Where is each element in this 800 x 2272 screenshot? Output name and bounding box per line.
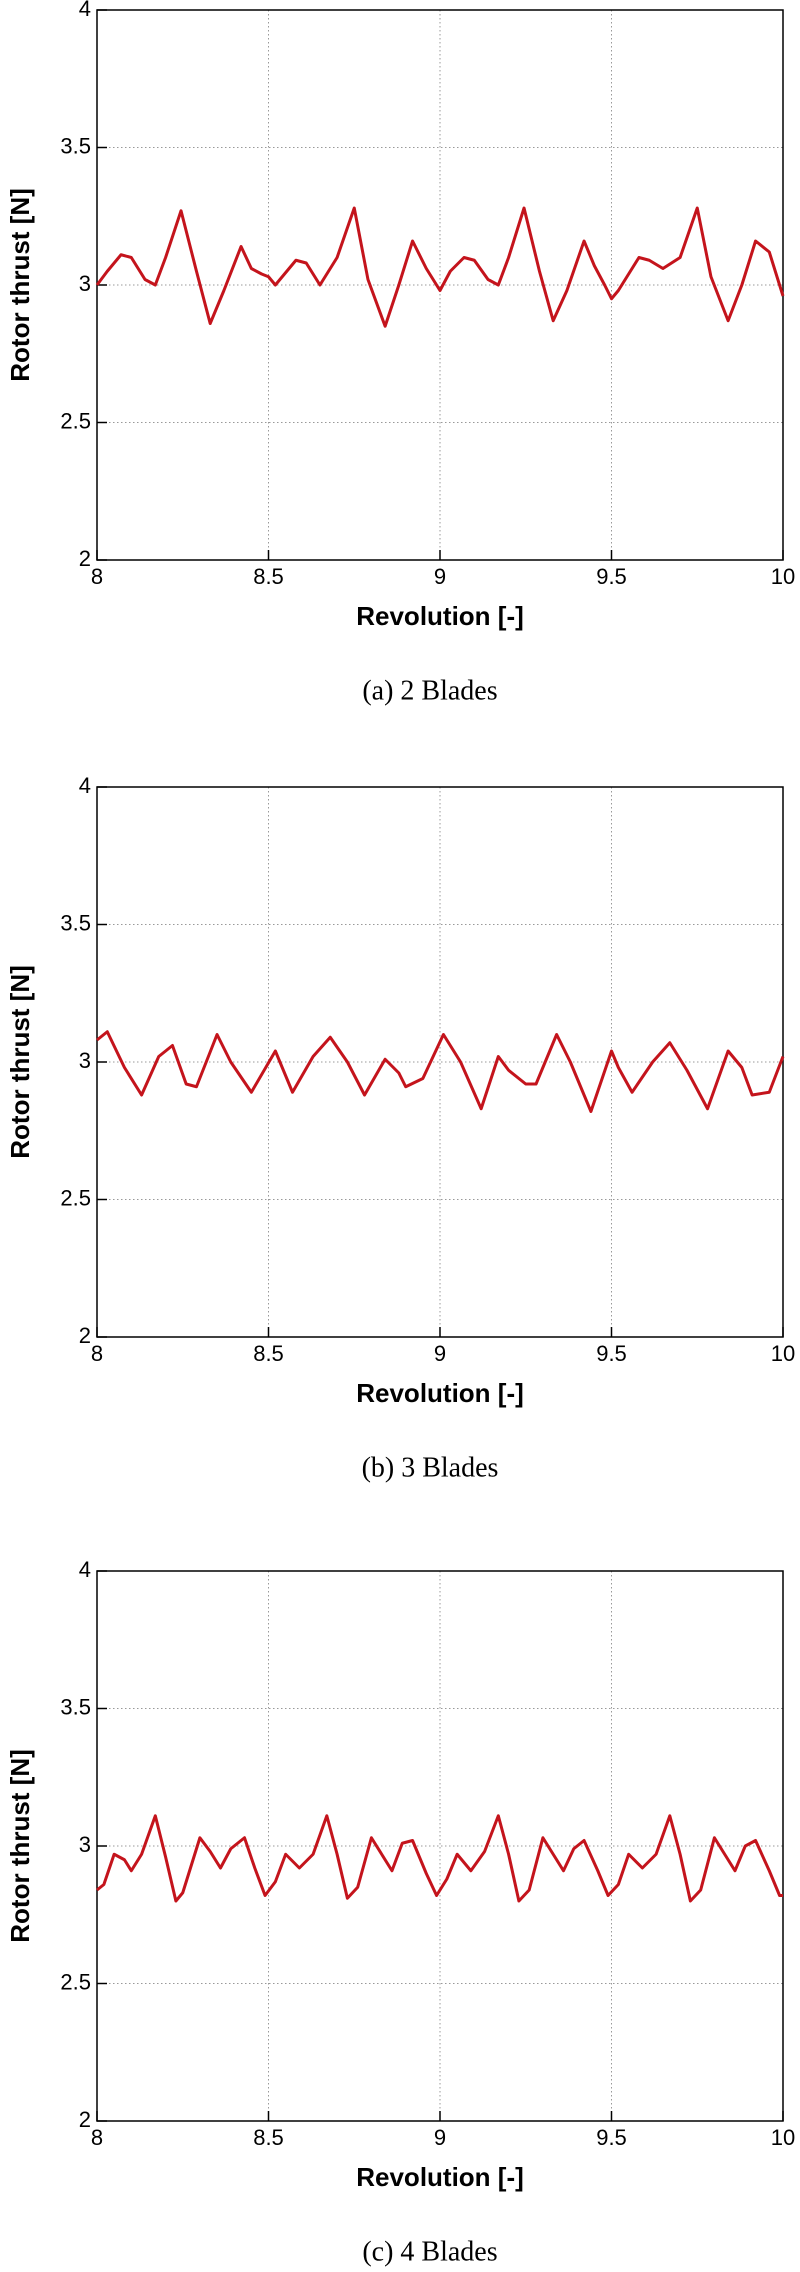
thrust-line xyxy=(95,206,785,328)
x-axis-label: Revolution [-] xyxy=(356,1378,524,1408)
x-tick-label: 9 xyxy=(434,564,446,589)
x-axis-label: Revolution [-] xyxy=(356,601,524,631)
y-axis-label: Rotor thrust [N] xyxy=(5,965,35,1159)
x-tick-label: 8.5 xyxy=(253,564,284,589)
y-tick-label: 2 xyxy=(79,2107,91,2132)
x-tick-label: 9 xyxy=(434,1341,446,1366)
thrust-line xyxy=(96,1030,785,1113)
y-tick-label: 3.5 xyxy=(60,1694,91,1719)
y-tick-label: 4 xyxy=(79,0,91,21)
x-axis-label: Revolution [-] xyxy=(356,2162,524,2192)
y-tick-label: 2 xyxy=(79,546,91,571)
y-tick-label: 2.5 xyxy=(60,1969,91,1994)
x-tick-label: 9 xyxy=(434,2125,446,2150)
caption: (b) 3 Blades xyxy=(362,1452,499,1483)
y-tick-label: 4 xyxy=(79,1557,91,1582)
y-tick-label: 3 xyxy=(79,271,91,296)
y-tick-label: 3 xyxy=(79,1048,91,1073)
x-tick-label: 9.5 xyxy=(596,1341,627,1366)
thrust-line xyxy=(96,1814,783,1903)
x-tick-label: 8.5 xyxy=(253,2125,284,2150)
x-tick-label: 8 xyxy=(91,564,103,589)
y-tick-label: 2 xyxy=(79,1323,91,1348)
y-axis-label: Rotor thrust [N] xyxy=(5,1749,35,1943)
x-tick-label: 8.5 xyxy=(253,1341,284,1366)
plot-frame xyxy=(96,786,784,1338)
caption: (a) 2 Blades xyxy=(362,675,497,706)
y-tick-label: 3.5 xyxy=(60,910,91,935)
x-tick-label: 9.5 xyxy=(596,2125,627,2150)
x-tick-label: 8 xyxy=(91,2125,103,2150)
caption: (c) 4 Blades xyxy=(362,2236,497,2267)
x-tick-label: 10 xyxy=(771,564,795,589)
x-tick-label: 9.5 xyxy=(596,564,627,589)
x-tick-label: 10 xyxy=(771,2125,795,2150)
y-axis-label: Rotor thrust [N] xyxy=(5,188,35,382)
y-tick-label: 3.5 xyxy=(60,133,91,158)
y-tick-label: 3 xyxy=(79,1832,91,1857)
x-tick-label: 8 xyxy=(91,1341,103,1366)
y-tick-label: 2.5 xyxy=(60,408,91,433)
y-tick-label: 4 xyxy=(79,773,91,798)
x-tick-label: 10 xyxy=(771,1341,795,1366)
plot-frame xyxy=(96,1570,784,2122)
y-tick-label: 2.5 xyxy=(60,1185,91,1210)
